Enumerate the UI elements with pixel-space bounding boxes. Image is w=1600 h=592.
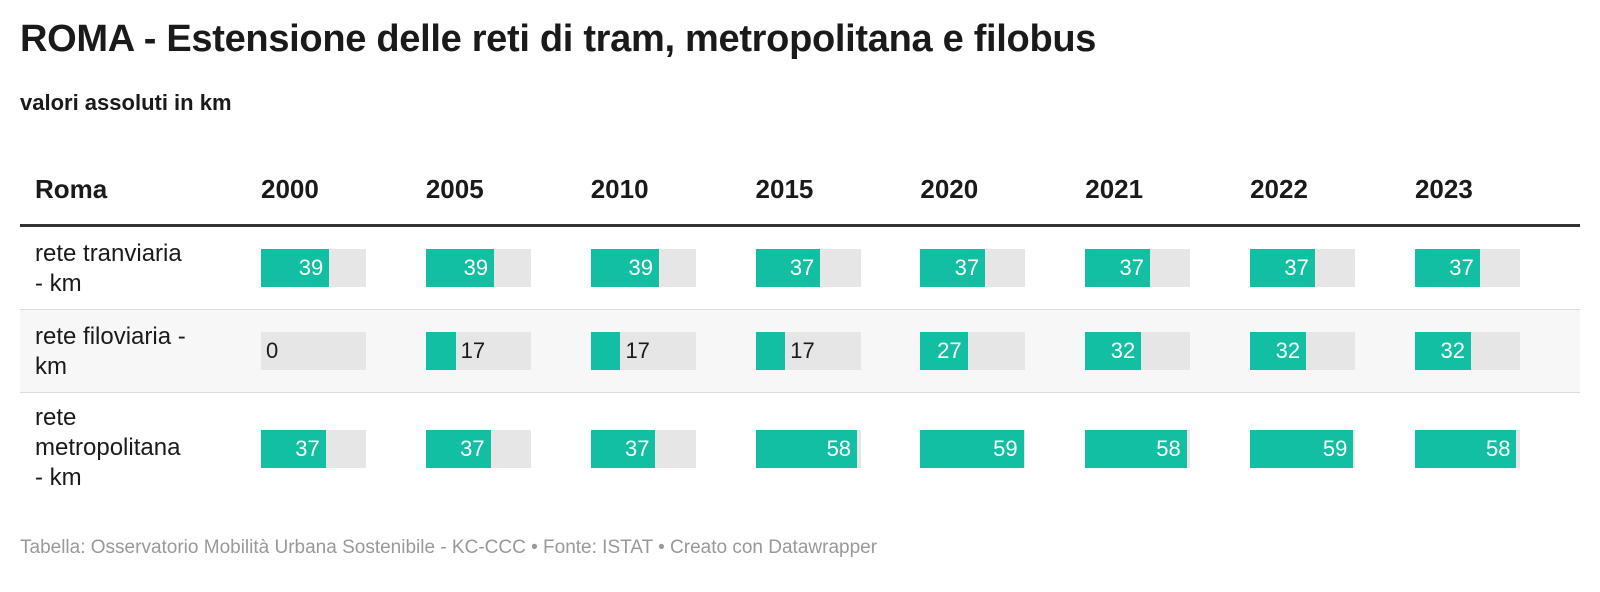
table-row: rete tranviaria - km 39 39 39 37 37 37 37 37	[20, 227, 1580, 310]
table-header: Roma 2000 2005 2010 2015 2020 2021 2022 2023	[20, 160, 1580, 227]
bar-track: 37	[1250, 249, 1356, 287]
bar-track: 32	[1085, 332, 1191, 370]
bar-track: 0	[261, 332, 366, 370]
bar-value-label: 37	[1284, 255, 1309, 280]
bar-value-label: 58	[1156, 436, 1181, 461]
column-header: 2000	[261, 174, 319, 204]
column-header: 2022	[1250, 174, 1308, 204]
bar-mark	[920, 332, 968, 370]
bar-mark	[1250, 332, 1307, 370]
bar-value-label: 39	[628, 255, 653, 280]
bar-value-label: 37	[624, 436, 650, 461]
bar-value-label: 59	[993, 436, 1018, 461]
bar-value-label: 37	[295, 436, 320, 461]
bar-track: 37	[590, 430, 696, 468]
column-header: 2010	[590, 174, 649, 204]
bar-track: 59	[920, 430, 1026, 468]
bar-track: 58	[1085, 430, 1191, 468]
bar-mark	[1414, 249, 1480, 287]
bar-track: 37	[1414, 249, 1520, 287]
bar-mark	[590, 332, 621, 370]
bar-track: 59	[1250, 430, 1356, 468]
column-header: 2020	[920, 174, 979, 204]
row-label: rete metropolitana - km	[35, 404, 181, 491]
bar-mark	[1085, 430, 1187, 468]
bar-mark	[755, 332, 786, 370]
bar-value-label: 37	[954, 255, 980, 280]
bar-track: 37	[1085, 249, 1191, 287]
bar-mark	[590, 430, 656, 468]
table-row: rete filoviaria -km 0 17 17 17 27 32 32 32	[20, 310, 1580, 393]
column-header: 2021	[1085, 174, 1144, 204]
bar-track: 32	[1414, 332, 1520, 370]
bar-track: 37	[261, 430, 366, 468]
bar-track: 39	[261, 249, 366, 287]
bar-mark	[1414, 430, 1517, 468]
bar-mark	[1085, 332, 1142, 370]
bar-track: 37	[920, 249, 1026, 287]
bar-mark	[425, 430, 491, 468]
bar-track: 39	[425, 249, 531, 287]
bar-value-label: 32	[1275, 338, 1301, 363]
bar-track: 37	[755, 249, 861, 287]
bar-mark	[920, 249, 986, 287]
bar-value-label: 37	[460, 436, 485, 461]
bar-track: 17	[590, 332, 696, 370]
bar-value-label: 58	[1485, 436, 1511, 461]
bar-track: 27	[920, 332, 1026, 370]
bar-mark	[425, 249, 495, 287]
bar-value-label: 37	[789, 255, 815, 280]
bar-value-label: 27	[937, 338, 962, 363]
bar-value-label: 37	[1449, 255, 1474, 280]
bar-value-label: 32	[1440, 338, 1465, 363]
bar-mark	[261, 430, 326, 468]
bar-value-label: 39	[298, 255, 324, 280]
bar-mark	[590, 249, 659, 287]
bar-mark	[261, 249, 330, 287]
data-table: Roma 2000 2005 2010 2015 2020 2021 2022 2023 re…	[20, 160, 1580, 505]
bar-track: 17	[755, 332, 861, 370]
bar-value-label: 17	[625, 338, 650, 363]
bar-value-label: 17	[790, 338, 815, 363]
bar-track: 37	[425, 430, 531, 468]
bar-mark	[425, 332, 456, 370]
bar-mark	[1250, 430, 1354, 468]
footer-credits: Tabella: Osservatorio Mobilità Urbana So…	[20, 537, 878, 558]
row-label: rete filoviaria -km	[35, 323, 186, 380]
bar-value-label: 59	[1322, 436, 1348, 461]
bar-value-label: 17	[460, 338, 486, 363]
bar-mark	[1414, 332, 1471, 370]
bar-value-label: 37	[1119, 255, 1144, 280]
chart-subtitle: valori assoluti in km	[20, 90, 232, 115]
bar-mark	[755, 430, 858, 468]
bar-value-label: 39	[463, 255, 489, 280]
column-header: 2005	[425, 174, 484, 204]
table-body: rete tranviaria - km 39 39 39 37 37 37 37 37 rete…	[20, 227, 1580, 505]
column-header: 2023	[1414, 174, 1473, 204]
chart-title: ROMA - Estensione delle reti di tram, me…	[20, 18, 1097, 60]
bar-mark	[1085, 249, 1150, 287]
bar-track: 58	[1414, 430, 1520, 468]
bar-track: 32	[1250, 332, 1356, 370]
bar-value-label: 32	[1110, 338, 1136, 363]
row-label: rete tranviaria - km	[35, 240, 182, 297]
column-header: 2015	[755, 174, 814, 204]
bar-mark	[920, 430, 1024, 468]
bar-track: 17	[425, 332, 531, 370]
bar-mark	[755, 249, 821, 287]
bar-value-label: 58	[826, 436, 852, 461]
bar-value-label: 0	[266, 338, 279, 363]
table-row: rete metropolitana - km 37 37 37 58 59 58 59 58	[20, 393, 1580, 505]
bar-mark	[1250, 249, 1315, 287]
bar-track: 58	[755, 430, 861, 468]
row-header-label: Roma	[35, 174, 108, 204]
bar-track: 39	[590, 249, 696, 287]
